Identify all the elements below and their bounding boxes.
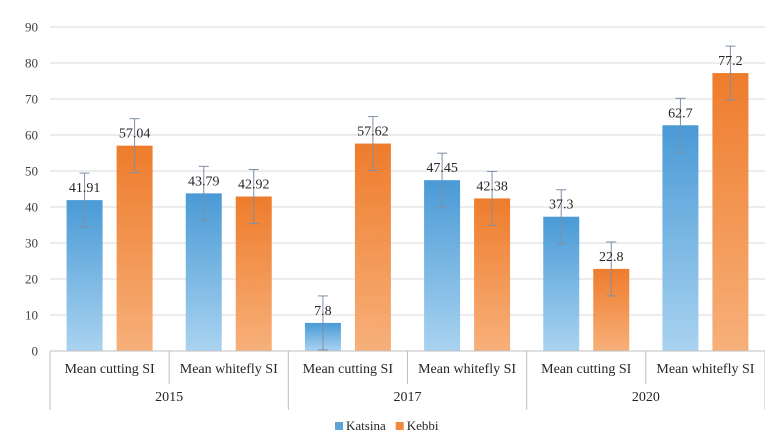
x-category-label: Mean whitefly SI bbox=[418, 362, 516, 377]
legend-swatch-katsina bbox=[335, 422, 343, 430]
error-bar bbox=[556, 189, 567, 245]
x-group-label: 2015 bbox=[155, 390, 183, 405]
y-tick-label: 40 bbox=[25, 200, 38, 215]
legend-entry-katsina: Katsina bbox=[346, 418, 386, 433]
error-bar bbox=[198, 165, 209, 221]
error-bar bbox=[248, 168, 259, 224]
data-label: 7.8 bbox=[314, 304, 332, 319]
error-bar bbox=[606, 241, 617, 297]
data-label: 22.8 bbox=[599, 250, 624, 265]
y-tick-label: 70 bbox=[25, 92, 38, 107]
data-labels: 41.91 57.04 43.79 42.92 7.8 57.62 47.45 42.38 37… bbox=[69, 54, 743, 319]
x-category-label: Mean whitefly SI bbox=[656, 362, 754, 377]
x-group-label: 2020 bbox=[632, 390, 660, 405]
x-axis: Mean cutting SI Mean whitefly SI Mean cutt… bbox=[49, 350, 765, 410]
legend: Katsina Kebbi bbox=[335, 418, 439, 433]
y-axis-tick-labels: 0 10 20 30 40 50 60 70 80 90 bbox=[25, 20, 38, 359]
error-bar bbox=[725, 45, 736, 101]
error-bar bbox=[79, 172, 90, 228]
y-tick-label: 10 bbox=[25, 308, 38, 323]
y-tick-label: 90 bbox=[25, 20, 38, 35]
error-bar bbox=[317, 295, 328, 351]
error-bar bbox=[437, 152, 448, 208]
error-bar bbox=[675, 97, 686, 153]
data-label: 37.3 bbox=[549, 198, 574, 213]
bars bbox=[66, 73, 749, 351]
error-bar bbox=[367, 116, 378, 172]
bar-kebbi bbox=[354, 143, 391, 351]
data-label: 41.91 bbox=[69, 181, 101, 196]
x-group-label: 2017 bbox=[394, 390, 422, 405]
data-label: 43.79 bbox=[188, 174, 220, 189]
legend-swatch-kebbi bbox=[395, 422, 404, 430]
y-tick-label: 60 bbox=[25, 128, 38, 143]
bar-katsina bbox=[662, 125, 699, 351]
x-category-label: Mean cutting SI bbox=[303, 362, 394, 377]
bar-kebbi bbox=[712, 73, 749, 351]
data-label: 62.7 bbox=[668, 106, 693, 121]
gridlines bbox=[50, 26, 765, 316]
legend-entry-kebbi: Kebbi bbox=[407, 418, 439, 433]
data-label: 77.2 bbox=[718, 54, 743, 69]
y-tick-label: 0 bbox=[32, 344, 39, 359]
data-label: 57.04 bbox=[119, 127, 151, 142]
data-label: 42.38 bbox=[476, 179, 508, 194]
x-category-label: Mean cutting SI bbox=[64, 362, 155, 377]
error-bar bbox=[487, 170, 498, 226]
y-tick-label: 80 bbox=[25, 56, 38, 71]
error-bar bbox=[129, 118, 140, 174]
data-label: 42.92 bbox=[238, 177, 270, 192]
bar-kebbi bbox=[116, 145, 153, 351]
error-bars bbox=[79, 45, 736, 351]
data-label: 47.45 bbox=[426, 161, 458, 176]
y-tick-label: 50 bbox=[25, 164, 38, 179]
y-tick-label: 20 bbox=[25, 272, 38, 287]
x-category-label: Mean cutting SI bbox=[541, 362, 632, 377]
bar-katsina bbox=[424, 180, 461, 351]
y-tick-label: 30 bbox=[25, 236, 38, 251]
data-label: 57.62 bbox=[357, 125, 389, 140]
x-category-label: Mean whitefly SI bbox=[180, 362, 278, 377]
